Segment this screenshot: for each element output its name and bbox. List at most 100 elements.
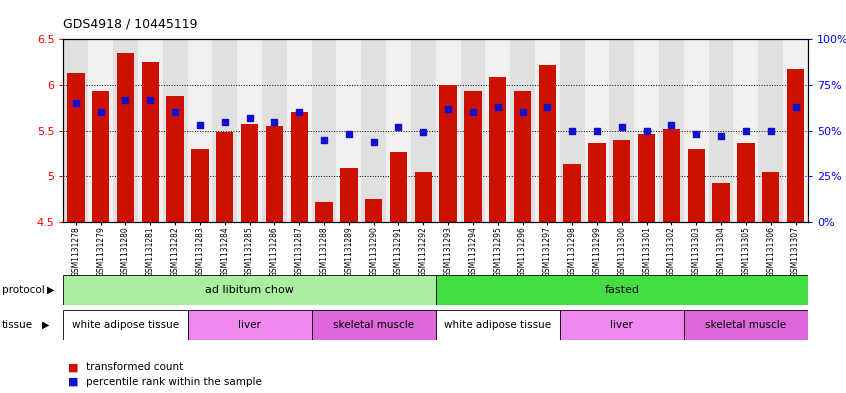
Bar [684,39,709,222]
Bar [783,39,808,222]
Point [739,127,753,134]
Text: protocol: protocol [2,285,45,295]
Bar [63,275,436,305]
Point [788,104,802,110]
Bar [684,310,808,340]
Point [591,127,604,134]
Bar [762,172,779,222]
Bar [63,39,88,222]
Text: ▶: ▶ [47,285,55,295]
Point [168,109,182,116]
Bar [266,126,283,222]
Point [267,118,281,125]
Point [94,109,107,116]
Bar [316,202,332,222]
Text: skeletal muscle: skeletal muscle [706,320,787,330]
Bar [216,132,233,222]
Bar [688,149,705,222]
Bar [613,140,630,222]
Bar [415,172,432,222]
Point [466,109,480,116]
Bar [737,143,755,222]
Bar [117,53,135,222]
Text: white adipose tissue: white adipose tissue [72,320,179,330]
Bar [560,310,684,340]
Bar [138,39,162,222]
Bar [460,39,486,222]
Point [442,106,455,112]
Text: white adipose tissue: white adipose tissue [444,320,552,330]
Bar [439,85,457,222]
Bar [92,92,109,222]
Text: liver: liver [238,320,261,330]
Bar [237,39,262,222]
Text: percentile rank within the sample: percentile rank within the sample [86,377,262,387]
Text: ▶: ▶ [42,320,50,330]
Point [144,96,157,103]
Bar [290,112,308,222]
Text: skeletal muscle: skeletal muscle [333,320,415,330]
Point [764,127,777,134]
Bar [188,310,311,340]
Bar [712,183,730,222]
Bar [539,65,556,222]
Bar [365,199,382,222]
Text: transformed count: transformed count [86,362,184,373]
Point [69,100,83,107]
Bar [162,39,188,222]
Point [615,124,629,130]
Bar [141,62,159,222]
Text: fasted: fasted [604,285,640,295]
Bar [709,39,733,222]
Bar [311,310,436,340]
Bar [191,149,209,222]
Bar [167,96,184,222]
Bar [787,70,805,222]
Text: GDS4918 / 10445119: GDS4918 / 10445119 [63,18,198,31]
Point [565,127,579,134]
Bar [337,39,361,222]
Bar [390,152,407,222]
Text: ■: ■ [68,377,78,387]
Bar [563,165,581,222]
Bar [436,310,560,340]
Bar [361,39,386,222]
Bar [486,39,510,222]
Bar [634,39,659,222]
Point [317,137,331,143]
Point [342,131,355,138]
Bar [386,39,411,222]
Bar [585,39,609,222]
Bar [113,39,138,222]
Text: liver: liver [610,320,634,330]
Point [491,104,504,110]
Bar [436,275,808,305]
Bar [609,39,634,222]
Bar [662,129,680,222]
Point [193,122,206,129]
Bar [464,92,481,222]
Point [640,127,653,134]
Bar [436,39,460,222]
Bar [758,39,783,222]
Bar [510,39,535,222]
Bar [733,39,758,222]
Bar [340,168,358,222]
Point [714,133,728,139]
Bar [560,39,585,222]
Bar [411,39,436,222]
Bar [88,39,113,222]
Point [516,109,530,116]
Bar [212,39,237,222]
Point [689,131,703,138]
Point [392,124,405,130]
Text: tissue: tissue [2,320,33,330]
Bar [659,39,684,222]
Point [243,115,256,121]
Bar [262,39,287,222]
Bar [514,92,531,222]
Bar [638,134,656,222]
Point [367,138,381,145]
Text: ■: ■ [68,362,78,373]
Point [416,129,430,136]
